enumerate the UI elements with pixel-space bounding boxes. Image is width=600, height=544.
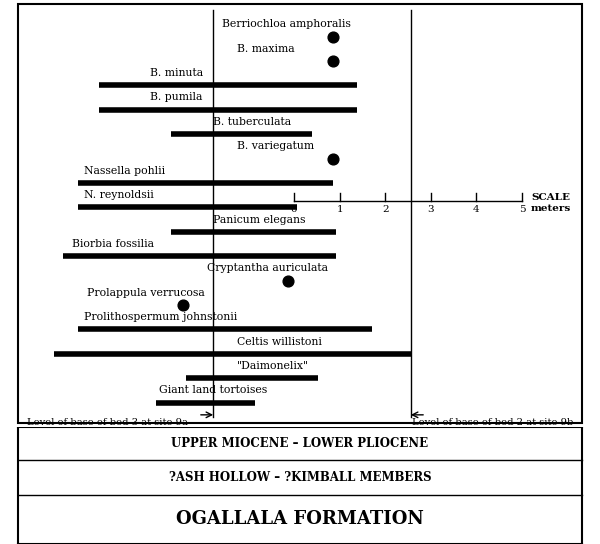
Point bbox=[178, 301, 188, 310]
Text: Panicum elegans: Panicum elegans bbox=[213, 214, 305, 225]
Text: 1: 1 bbox=[336, 205, 343, 214]
Text: B. tuberculata: B. tuberculata bbox=[213, 117, 291, 127]
Text: Berriochloa amphoralis: Berriochloa amphoralis bbox=[222, 19, 351, 29]
Text: ?ASH HOLLOW – ?KIMBALL MEMBERS: ?ASH HOLLOW – ?KIMBALL MEMBERS bbox=[169, 471, 431, 484]
Text: B. maxima: B. maxima bbox=[237, 44, 295, 54]
Text: B. variegatum: B. variegatum bbox=[237, 141, 314, 151]
Text: 0: 0 bbox=[290, 205, 298, 214]
Text: meters: meters bbox=[531, 204, 571, 213]
Text: "Daimonelix": "Daimonelix" bbox=[237, 361, 309, 371]
Text: Level of base of bed 3 at site 9a: Level of base of bed 3 at site 9a bbox=[27, 418, 188, 428]
Text: Cryptantha auriculata: Cryptantha auriculata bbox=[207, 263, 328, 273]
Text: 2: 2 bbox=[382, 205, 389, 214]
Text: Giant land tortoises: Giant land tortoises bbox=[159, 385, 267, 395]
Text: Nassella pohlii: Nassella pohlii bbox=[84, 166, 165, 176]
Text: Prolappula verrucosa: Prolappula verrucosa bbox=[87, 288, 205, 298]
Text: UPPER MIOCENE – LOWER PLIOCENE: UPPER MIOCENE – LOWER PLIOCENE bbox=[172, 437, 428, 450]
Text: 4: 4 bbox=[473, 205, 480, 214]
Text: 3: 3 bbox=[427, 205, 434, 214]
Text: SCALE: SCALE bbox=[531, 193, 570, 201]
Point bbox=[328, 154, 338, 163]
Text: Prolithospermum johnstonii: Prolithospermum johnstonii bbox=[84, 312, 237, 322]
Text: Celtis willistoni: Celtis willistoni bbox=[237, 337, 322, 347]
Point bbox=[328, 32, 338, 41]
Text: Biorbia fossilia: Biorbia fossilia bbox=[72, 239, 154, 249]
Text: B. minuta: B. minuta bbox=[150, 68, 203, 78]
Text: 5: 5 bbox=[518, 205, 526, 214]
Point bbox=[283, 276, 293, 285]
Point bbox=[328, 57, 338, 65]
Text: B. pumila: B. pumila bbox=[150, 92, 202, 102]
Text: Level of base of bed 2 at site 9b: Level of base of bed 2 at site 9b bbox=[412, 418, 573, 428]
Text: OGALLALA FORMATION: OGALLALA FORMATION bbox=[176, 510, 424, 528]
Text: N. reynoldsii: N. reynoldsii bbox=[84, 190, 154, 200]
